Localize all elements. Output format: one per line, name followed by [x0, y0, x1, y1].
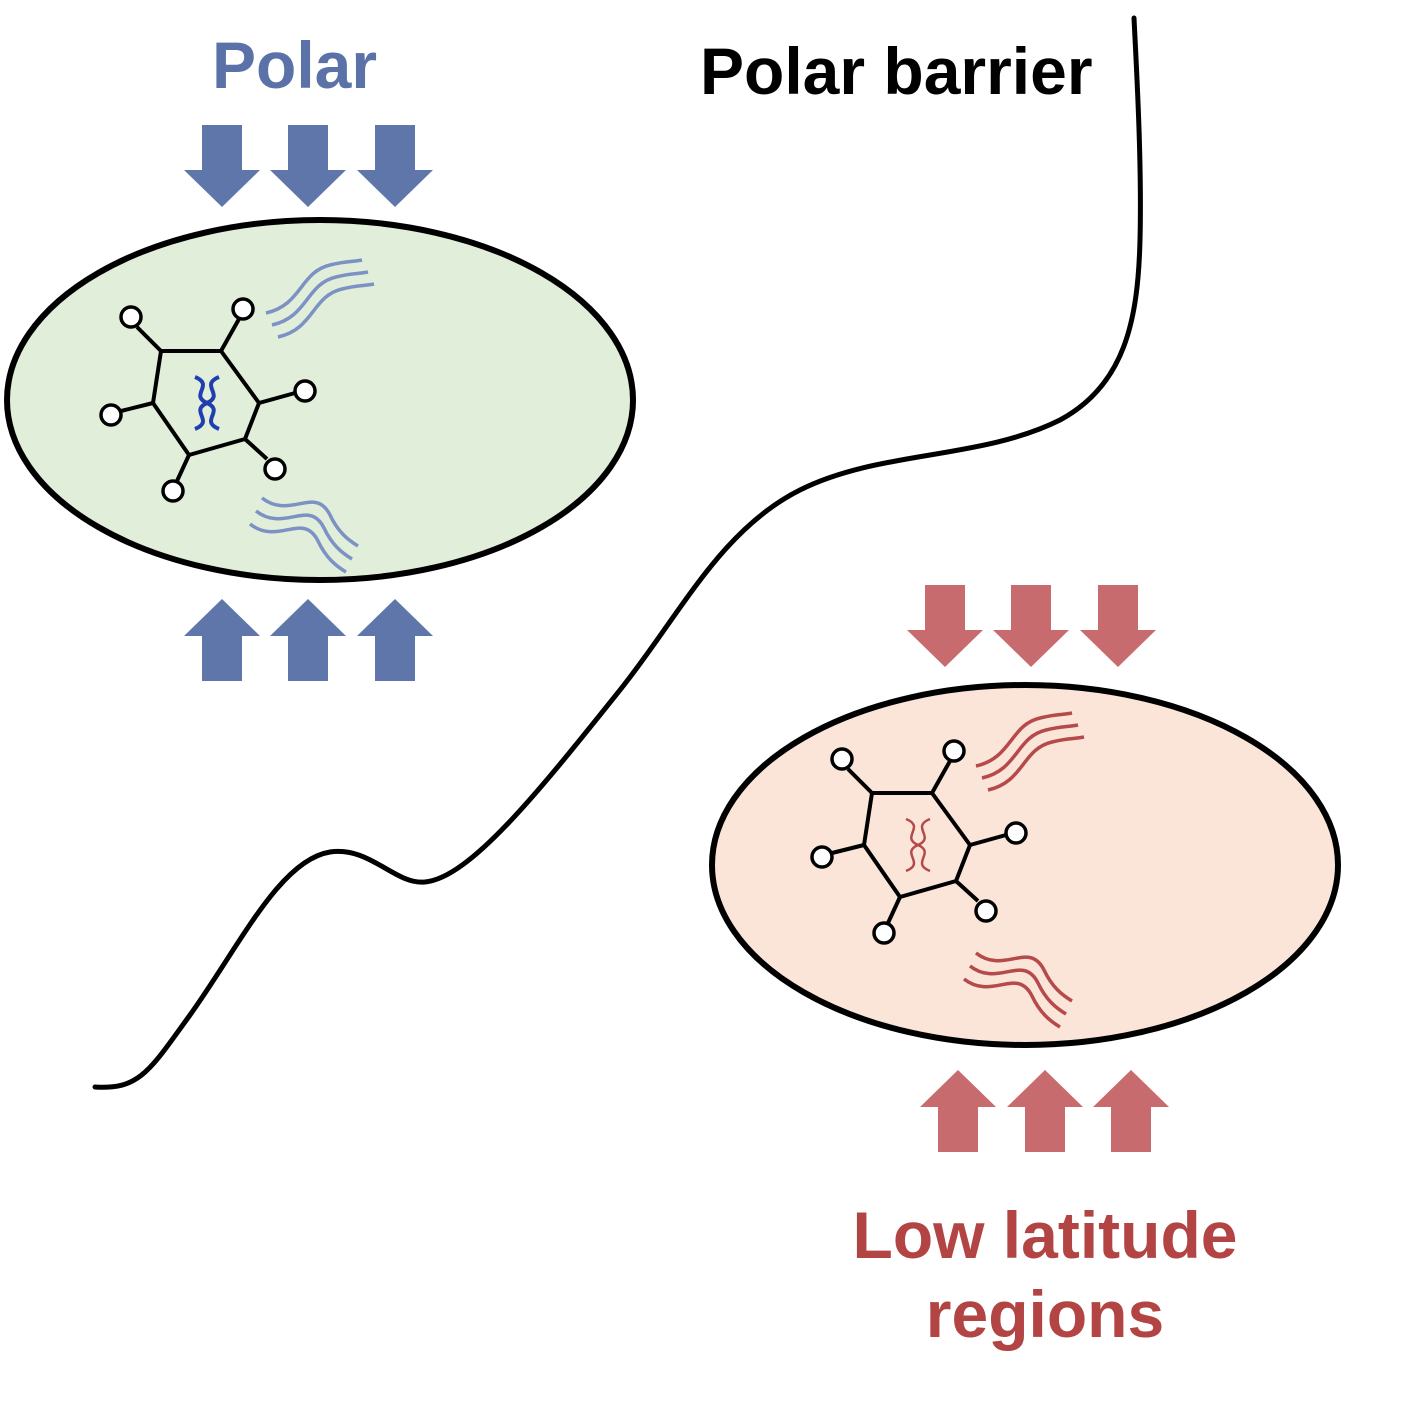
down-arrow-icon — [907, 585, 983, 667]
up-arrow-icon — [1007, 1070, 1083, 1152]
low-bottom-arrows — [920, 1070, 1169, 1152]
wave-icon — [248, 522, 347, 574]
polar-waves-bottom — [248, 496, 359, 574]
polar-barrier-label: Polar barrier — [700, 34, 1093, 108]
polar-top-arrows — [184, 125, 433, 207]
dna-icon — [905, 817, 931, 873]
down-arrow-icon — [993, 585, 1069, 667]
wave-icon — [260, 496, 359, 548]
low-latitude-group — [709, 585, 1341, 1152]
up-arrow-icon — [1093, 1070, 1169, 1152]
wave-icon — [981, 723, 1079, 780]
down-arrow-icon — [1080, 585, 1156, 667]
wave-icon — [265, 258, 363, 315]
polar-bottom-arrows — [184, 599, 433, 681]
up-arrow-icon — [270, 599, 346, 681]
wave-icon — [271, 270, 369, 327]
wave-icon — [987, 735, 1085, 792]
low-top-arrows — [907, 585, 1156, 667]
wave-icon — [974, 951, 1073, 1003]
up-arrow-icon — [920, 1070, 996, 1152]
polar-virus — [99, 297, 317, 503]
wave-icon — [277, 282, 375, 339]
wave-icon — [968, 964, 1067, 1016]
up-arrow-icon — [184, 599, 260, 681]
low-latitude-label-line2: regions — [925, 1277, 1165, 1352]
low-latitude-cell — [709, 682, 1341, 1048]
polar-cell — [4, 217, 636, 583]
up-arrow-icon — [357, 599, 433, 681]
wave-icon — [975, 711, 1073, 768]
low-waves-top — [975, 711, 1085, 792]
down-arrow-icon — [357, 125, 433, 207]
low-latitude-label: Low latitude regions — [830, 1196, 1260, 1354]
wave-icon — [962, 977, 1061, 1029]
polar-label: Polar — [212, 28, 378, 102]
low-virus — [810, 739, 1028, 945]
low-latitude-label-line1: Low latitude — [852, 1198, 1238, 1272]
wave-icon — [254, 509, 353, 561]
low-waves-bottom — [962, 951, 1073, 1029]
down-arrow-icon — [270, 125, 346, 207]
down-arrow-icon — [184, 125, 260, 207]
polar-group — [4, 125, 636, 681]
polar-barrier-line — [92, 15, 1143, 1090]
dna-icon — [194, 375, 220, 431]
polar-waves-top — [265, 258, 375, 339]
